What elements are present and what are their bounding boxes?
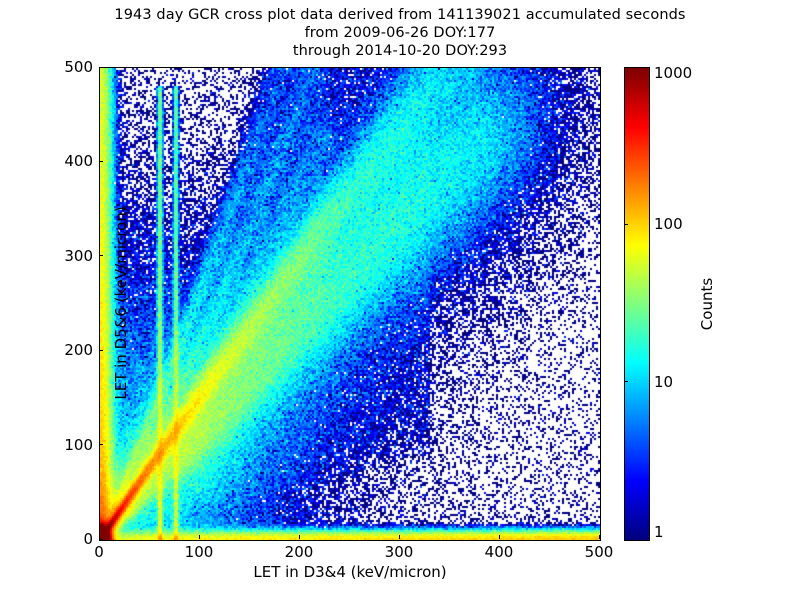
y-tick-mark bbox=[99, 444, 103, 446]
colorbar-tick-label: 100 bbox=[654, 215, 683, 234]
title-line-2: from 2009-06-26 DOY:177 bbox=[304, 25, 496, 41]
colorbar-tick-label: 1000 bbox=[654, 64, 693, 82]
y-tick-label: 300 bbox=[64, 246, 93, 265]
histogram-2d bbox=[100, 68, 600, 540]
x-tick-mark bbox=[198, 535, 200, 539]
y-tick-label: 400 bbox=[64, 152, 93, 171]
x-tick-label: 500 bbox=[584, 543, 614, 561]
y-tick-label: 500 bbox=[64, 58, 93, 76]
y-tick-mark bbox=[99, 538, 103, 540]
x-tick-label: 0 bbox=[94, 543, 104, 561]
x-tick-mark bbox=[598, 535, 600, 539]
y-tick-mark bbox=[99, 160, 103, 162]
x-tick-label: 400 bbox=[484, 543, 514, 561]
x-tick-mark bbox=[98, 535, 100, 539]
x-axis-label: LET in D3&4 (keV/micron) bbox=[253, 563, 447, 581]
title-line-3: through 2014-10-20 DOY:293 bbox=[292, 43, 508, 59]
x-tick-label: 100 bbox=[184, 543, 214, 561]
x-tick-label: 300 bbox=[384, 543, 414, 561]
y-tick-mark bbox=[99, 66, 103, 68]
colorbar-gradient bbox=[625, 68, 649, 540]
colorbar-tick-mark bbox=[624, 223, 628, 225]
colorbar-tick-label: 1 bbox=[654, 523, 664, 541]
title-line-1: 1943 day GCR cross plot data derived fro… bbox=[114, 7, 686, 23]
y-tick-label: 200 bbox=[64, 341, 93, 360]
x-tick-mark bbox=[498, 535, 500, 539]
plot-title: 1943 day GCR cross plot data derived fro… bbox=[0, 6, 800, 60]
y-tick-label: 100 bbox=[64, 435, 93, 454]
colorbar bbox=[624, 67, 650, 541]
y-axis-label: LET in D5&6 (keV/micron) bbox=[112, 206, 130, 400]
plot-axes bbox=[99, 67, 601, 541]
y-tick-label: 0 bbox=[83, 530, 93, 548]
colorbar-label: Counts bbox=[698, 277, 716, 331]
y-tick-mark bbox=[99, 349, 103, 351]
x-tick-label: 200 bbox=[284, 543, 314, 561]
colorbar-tick-label: 10 bbox=[654, 372, 674, 391]
colorbar-tick-mark bbox=[624, 381, 628, 383]
x-tick-mark bbox=[298, 535, 300, 539]
x-tick-mark bbox=[398, 535, 400, 539]
y-tick-mark bbox=[99, 255, 103, 257]
